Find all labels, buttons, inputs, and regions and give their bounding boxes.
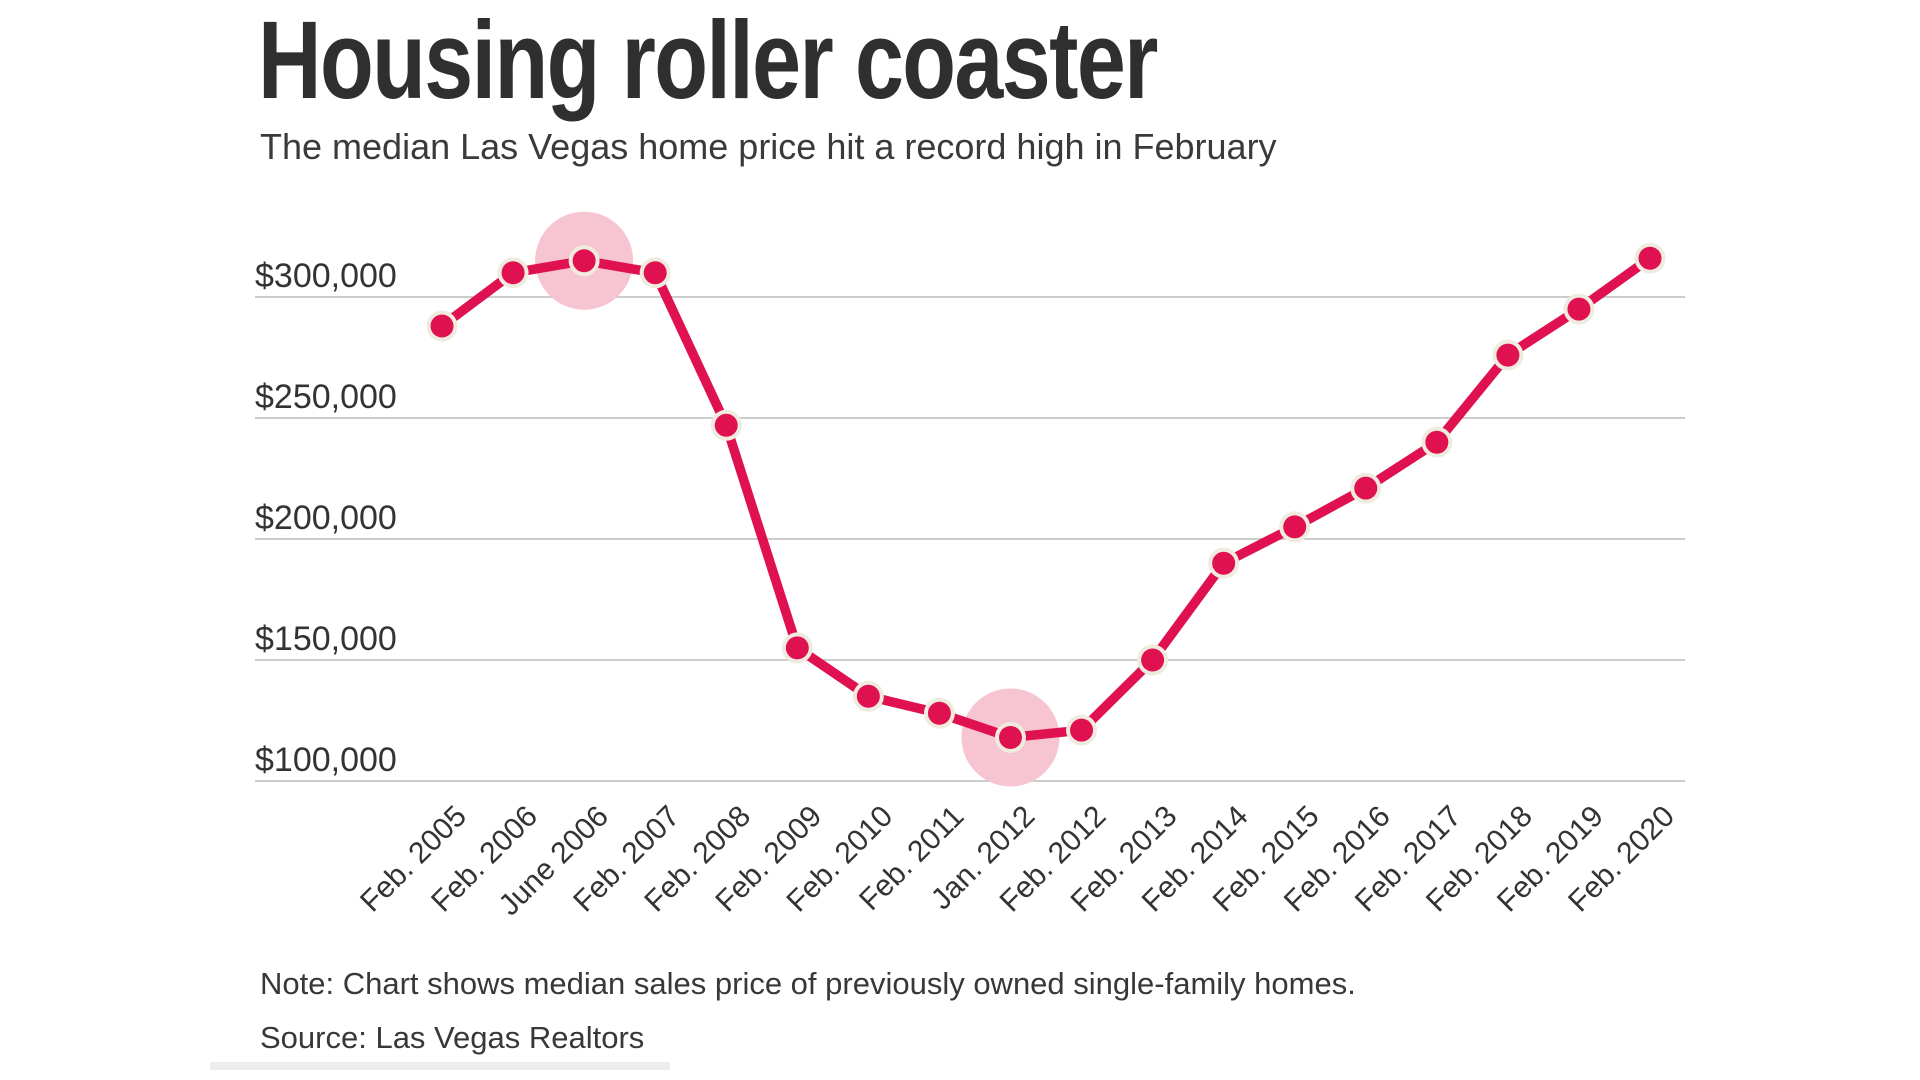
data-point (501, 261, 525, 285)
chart-note: Note: Chart shows median sales price of … (260, 966, 1356, 1001)
chart-title: Housing roller coaster (258, 0, 1158, 122)
data-point (1567, 297, 1591, 321)
data-point (1496, 343, 1520, 367)
chart-source: Source: Las Vegas Realtors (260, 1020, 645, 1055)
data-point (643, 261, 667, 285)
data-point (1212, 551, 1236, 575)
data-point (1425, 430, 1449, 454)
chart-subtitle: The median Las Vegas home price hit a re… (260, 126, 1277, 167)
price-line (437, 253, 1655, 743)
footer-bar (210, 1062, 670, 1070)
data-point (998, 725, 1022, 749)
data-point (572, 249, 596, 273)
y-axis-label: $300,000 (255, 257, 397, 295)
data-point (430, 314, 454, 338)
y-axis-label: $200,000 (255, 499, 397, 537)
data-point (1638, 246, 1662, 270)
data-point (1354, 476, 1378, 500)
data-point (856, 684, 880, 708)
y-axis-label: $100,000 (255, 741, 397, 779)
data-point (1283, 515, 1307, 539)
data-point (1141, 648, 1165, 672)
y-axis-label: $150,000 (255, 620, 397, 658)
data-point (927, 701, 951, 725)
data-point (714, 413, 738, 437)
y-axis-label: $250,000 (255, 378, 397, 416)
data-point (1070, 718, 1094, 742)
data-point (785, 636, 809, 660)
